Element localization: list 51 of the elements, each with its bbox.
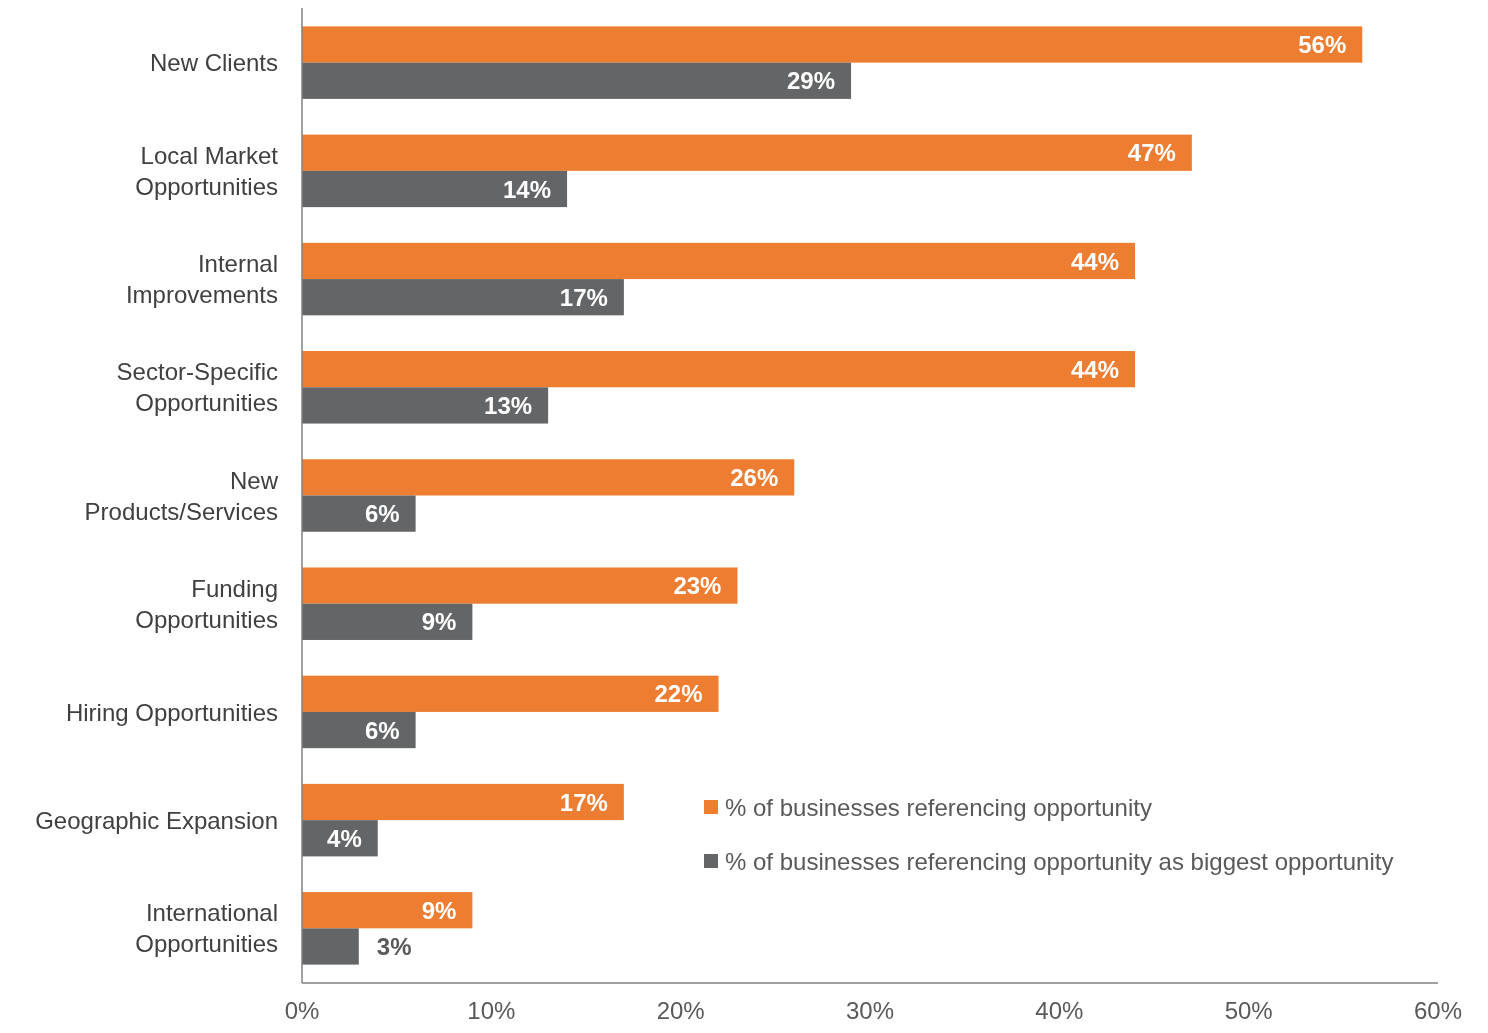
- y-tick-label: Internal Improvements: [125, 250, 278, 309]
- x-tick-label: 30%: [845, 997, 895, 1024]
- data-label: 23%: [673, 572, 722, 600]
- y-tick-label: Sector-Specific Opportunities: [116, 358, 278, 417]
- bar: [302, 783, 624, 821]
- bar: [302, 928, 359, 965]
- bar: [302, 26, 1363, 63]
- data-label: 3%: [376, 933, 412, 961]
- x-tick-label: 40%: [1035, 997, 1084, 1024]
- y-tick-label: Hiring Opportunities: [65, 698, 278, 726]
- data-label: 44%: [1071, 247, 1120, 275]
- data-label: 22%: [654, 680, 703, 708]
- bar: [302, 279, 624, 316]
- data-label: 47%: [1127, 139, 1176, 167]
- x-tick-label: 0%: [284, 997, 320, 1024]
- y-tick-label: International Opportunities: [135, 899, 278, 958]
- bar: [302, 675, 719, 712]
- bar: [302, 567, 738, 604]
- data-label: 17%: [559, 788, 608, 816]
- data-label: 13%: [484, 392, 533, 420]
- bar: [302, 459, 795, 496]
- bar: [302, 62, 852, 99]
- x-tick-label: 60%: [1413, 997, 1463, 1024]
- y-tick-label: New Clients: [149, 49, 278, 77]
- data-label: 6%: [364, 500, 400, 528]
- data-label: 29%: [787, 67, 836, 95]
- legend-label: % of businesses referencing opportunity: [725, 793, 1152, 821]
- bar: [302, 134, 1192, 171]
- x-tick-label: 20%: [656, 997, 705, 1024]
- bar: [302, 387, 549, 424]
- data-label: 9%: [421, 896, 457, 924]
- y-tick-label: Funding Opportunities: [135, 574, 278, 633]
- data-label: 4%: [327, 824, 362, 852]
- legend-label: % of businesses referencing opportunity as biggest opportunity: [725, 847, 1394, 875]
- bar: [302, 242, 1136, 280]
- data-label: 44%: [1071, 355, 1120, 383]
- y-tick-label: Local Market Opportunities: [135, 142, 279, 200]
- x-tick-label: 10%: [467, 997, 516, 1024]
- data-label: 26%: [730, 464, 779, 492]
- bar: [302, 351, 1136, 388]
- y-tick-label: New Products/Services: [84, 466, 279, 525]
- bar: [302, 892, 473, 929]
- data-label: 9%: [421, 608, 457, 636]
- y-tick-label: Geographic Expansion: [35, 806, 278, 834]
- x-tick-label: 50%: [1224, 997, 1273, 1024]
- data-label: 14%: [503, 175, 552, 203]
- bar: [302, 170, 568, 208]
- bar: [302, 603, 473, 640]
- data-label: 17%: [559, 283, 608, 311]
- data-label: 6%: [364, 716, 400, 744]
- data-label: 56%: [1298, 31, 1347, 59]
